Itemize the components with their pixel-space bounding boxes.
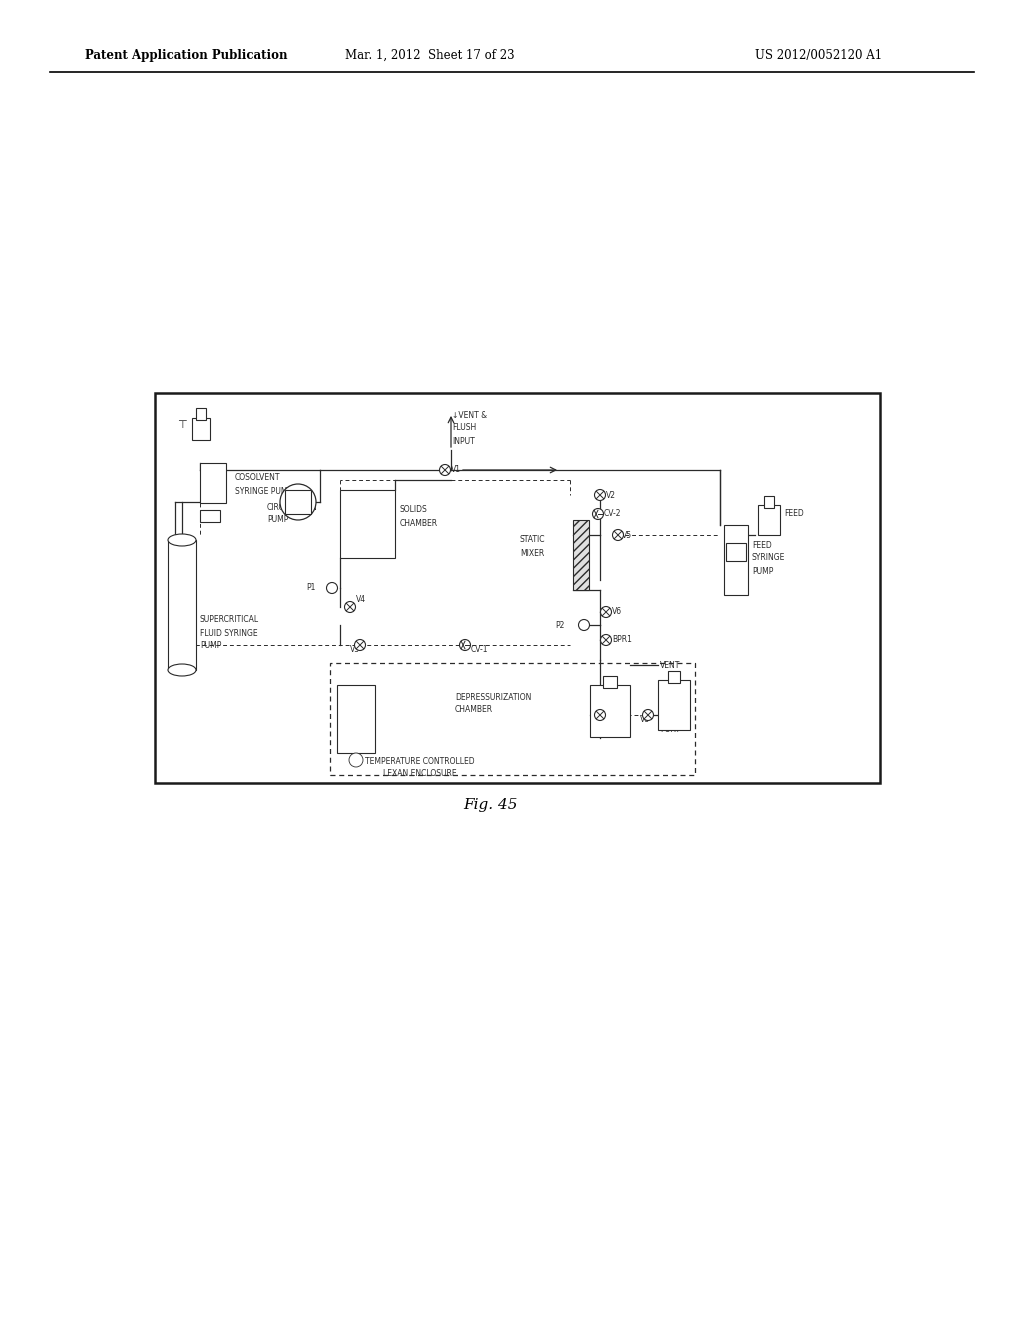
Bar [196,408,206,420]
Text: ↓VENT &: ↓VENT & [452,411,487,420]
Circle shape [354,639,366,651]
Text: PUMP: PUMP [200,642,221,651]
Text: SYRINGE: SYRINGE [752,553,785,562]
Bar [200,463,226,503]
Bar [726,543,746,561]
Text: INPUT: INPUT [452,437,475,446]
Text: V3: V3 [350,645,360,655]
Text: V1: V1 [451,466,461,474]
Circle shape [595,710,605,721]
Bar [668,671,680,682]
Bar [337,685,375,752]
Text: STATIC: STATIC [520,536,546,544]
Bar [155,393,880,783]
Text: Mar. 1, 2012  Sheet 17 of 23: Mar. 1, 2012 Sheet 17 of 23 [345,49,515,62]
Text: DEPRESSURIZATION: DEPRESSURIZATION [455,693,531,701]
Circle shape [280,484,316,520]
Text: PUMP: PUMP [267,516,289,524]
Bar [590,685,630,737]
Bar [764,496,774,508]
Text: FEED: FEED [784,508,804,517]
Text: V5: V5 [622,531,632,540]
Text: V7: V7 [591,715,601,725]
Circle shape [579,619,590,631]
Text: V6: V6 [612,607,623,616]
Bar [168,540,196,671]
Text: P1: P1 [306,583,316,593]
Bar [573,520,589,590]
Text: FILL: FILL [660,713,675,722]
Text: US 2012/0052120 A1: US 2012/0052120 A1 [755,49,882,62]
Text: ⊤: ⊤ [177,420,186,430]
Circle shape [327,582,338,594]
Text: V4: V4 [356,595,367,605]
Bar [330,663,695,775]
Text: V2: V2 [606,491,616,499]
Text: CHAMBER: CHAMBER [400,519,438,528]
Bar [193,418,210,440]
Bar [758,506,780,535]
Text: MIXER: MIXER [520,549,544,557]
Bar [724,525,748,595]
Bar [658,680,690,730]
Circle shape [349,752,362,767]
Bar [340,490,395,558]
Text: LEXAN ENCLOSURE: LEXAN ENCLOSURE [383,768,457,777]
Text: CV-2: CV-2 [604,510,622,519]
Bar [200,510,220,521]
Circle shape [600,635,611,645]
Circle shape [439,465,451,475]
Text: FEED: FEED [752,540,772,549]
Text: VENT: VENT [660,660,680,669]
Bar [285,490,311,513]
Text: COSOLVENT: COSOLVENT [234,474,281,483]
Text: BPR1: BPR1 [612,635,632,644]
Text: SOLIDS: SOLIDS [400,506,428,515]
Circle shape [595,490,605,500]
Text: P2: P2 [556,620,565,630]
Text: SUPERCRITICAL: SUPERCRITICAL [200,615,259,624]
Text: PORT: PORT [660,726,680,734]
Text: CV-1: CV-1 [471,645,488,655]
Circle shape [593,508,603,520]
Circle shape [642,710,653,721]
Text: V8: V8 [640,715,650,725]
Ellipse shape [168,664,196,676]
Circle shape [600,606,611,618]
Text: FLUSH: FLUSH [452,424,476,433]
Circle shape [344,602,355,612]
Text: PUMP: PUMP [752,566,773,576]
Circle shape [460,639,470,651]
Text: TEMPERATURE CONTROLLED: TEMPERATURE CONTROLLED [366,758,475,767]
Circle shape [612,529,624,540]
Text: FLUID SYRINGE: FLUID SYRINGE [200,628,258,638]
Text: CIRCULATION: CIRCULATION [267,503,317,512]
Bar [603,676,617,688]
Text: SYRINGE PUMP: SYRINGE PUMP [234,487,292,495]
Text: CHAMBER: CHAMBER [455,705,494,714]
Text: Patent Application Publication: Patent Application Publication [85,49,288,62]
Ellipse shape [168,535,196,546]
Text: Fig. 45: Fig. 45 [463,799,517,812]
